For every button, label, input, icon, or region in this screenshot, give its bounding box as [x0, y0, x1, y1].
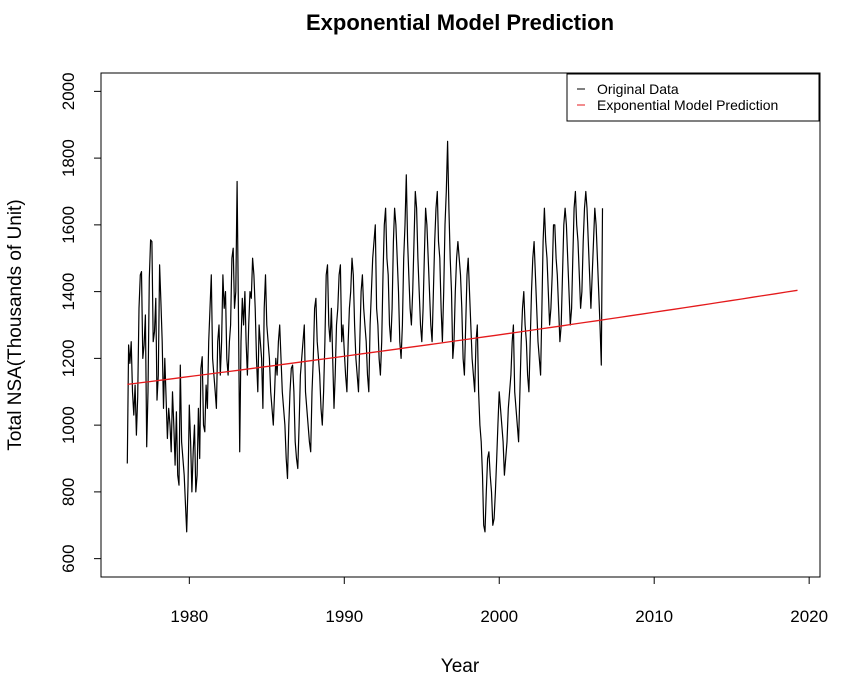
series-exponential-model-line — [127, 289, 798, 386]
chart-title: Exponential Model Prediction — [306, 10, 614, 35]
y-tick-label: 1200 — [59, 339, 78, 377]
x-tick-label: 2000 — [480, 607, 518, 626]
series-layer — [126, 140, 798, 533]
plot-frame — [100, 72, 821, 578]
y-tick-label: 1600 — [59, 206, 78, 244]
x-axis-title: Year — [441, 656, 480, 677]
y-tick-label: 800 — [59, 478, 78, 506]
legend-label-model: Exponential Model Prediction — [597, 97, 778, 113]
y-axis-title: Total NSA(Thousands of Unit) — [5, 199, 26, 450]
x-tick-label: 2010 — [635, 607, 673, 626]
y-tick-label: 1000 — [59, 406, 78, 444]
y-tick-label: 2000 — [59, 72, 78, 110]
series-original-data-line — [126, 140, 604, 533]
y-tick-label: 1800 — [59, 139, 78, 177]
y-axis: 600 800 1000 1200 1400 1600 1800 2000 — [59, 72, 101, 573]
x-axis: 1980 1990 2000 2010 2020 — [170, 577, 828, 626]
legend-box — [566, 73, 820, 122]
y-tick-label: 1400 — [59, 273, 78, 311]
x-tick-label: 2020 — [790, 607, 828, 626]
x-tick-label: 1980 — [170, 607, 208, 626]
x-tick-label: 1990 — [325, 607, 363, 626]
y-tick-label: 600 — [59, 544, 78, 572]
legend: Original Data Exponential Model Predicti… — [566, 73, 820, 122]
legend-label-original: Original Data — [597, 81, 679, 97]
